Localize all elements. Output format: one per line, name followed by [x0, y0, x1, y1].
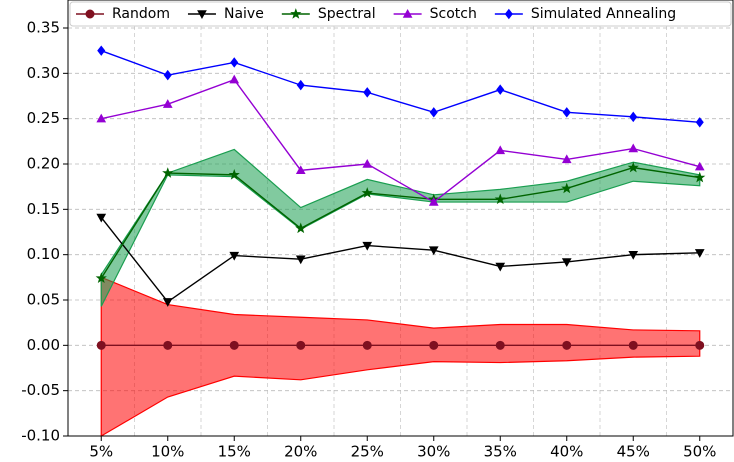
marker	[428, 246, 439, 256]
x-tick-label: 10%	[151, 443, 184, 461]
marker	[629, 111, 638, 123]
marker	[229, 74, 240, 84]
marker	[229, 251, 240, 261]
marker	[695, 340, 705, 350]
marker	[495, 262, 506, 272]
marker	[429, 340, 439, 350]
marker	[229, 340, 239, 350]
x-tick-label: 35%	[484, 443, 517, 461]
marker	[694, 171, 706, 183]
marker	[95, 272, 107, 283]
legend: Random Naive Spectral Scotch Simulated Annea…	[69, 1, 732, 27]
marker	[628, 143, 639, 153]
x-tick-label: 15%	[218, 443, 251, 461]
legend-label: Spectral	[318, 6, 376, 22]
legend-label: Simulated Annealing	[531, 6, 676, 22]
marker	[562, 340, 572, 350]
x-tick-label: 30%	[417, 443, 450, 461]
y-tick-label: 0.35	[27, 19, 60, 37]
y-tick-label: 0.25	[27, 109, 60, 127]
series-line	[100, 166, 700, 279]
x-tick-label: 40%	[550, 443, 583, 461]
marker	[429, 107, 438, 118]
marker	[627, 161, 639, 173]
marker	[361, 187, 373, 198]
marker	[96, 113, 107, 123]
marker	[561, 154, 572, 164]
x-tick-label: 25%	[351, 443, 384, 461]
marker	[230, 57, 239, 68]
marker	[694, 161, 705, 171]
marker	[228, 169, 240, 180]
legend-label: Scotch	[430, 6, 477, 22]
marker	[295, 165, 306, 175]
legend-label: Naive	[224, 6, 264, 22]
y-tick-label: -0.05	[21, 381, 60, 399]
marker	[162, 298, 173, 307]
series-line	[100, 217, 700, 303]
y-tick-label: 0.05	[27, 291, 60, 309]
marker	[504, 8, 513, 20]
marker	[162, 167, 174, 178]
marker	[628, 250, 639, 260]
x-tick-label: 50%	[683, 443, 716, 461]
marker	[96, 213, 107, 223]
marker	[197, 10, 207, 20]
marker	[362, 340, 372, 350]
legend-label: Random	[112, 6, 170, 22]
series-line	[101, 78, 700, 203]
marker	[295, 222, 307, 234]
marker	[296, 340, 306, 350]
marker	[162, 99, 173, 108]
plot-frame	[67, 0, 734, 437]
marker	[402, 8, 413, 18]
band	[100, 276, 701, 438]
marker	[561, 258, 572, 267]
marker	[295, 255, 306, 265]
y-tick-label: 0.10	[27, 245, 60, 263]
marker	[628, 340, 638, 350]
marker	[496, 84, 505, 95]
x-tick-label: 45%	[617, 443, 650, 461]
marker	[561, 182, 573, 194]
x-tick-label: 5%	[89, 443, 113, 461]
marker	[85, 9, 95, 19]
marker	[96, 340, 106, 350]
marker	[290, 8, 302, 19]
marker	[428, 197, 439, 206]
y-tick-label: 0.30	[27, 64, 60, 82]
y-tick-label: 0.20	[27, 155, 60, 173]
marker	[362, 158, 373, 168]
marker	[495, 145, 506, 155]
marker	[163, 340, 173, 350]
marker	[163, 69, 172, 81]
marker	[495, 340, 505, 350]
y-tick-label: 0.00	[27, 336, 60, 354]
y-tick-label: -0.10	[21, 427, 60, 445]
marker	[562, 107, 571, 118]
marker	[97, 45, 106, 56]
marker	[695, 117, 704, 128]
x-tick-label: 20%	[284, 443, 317, 461]
marker	[694, 249, 705, 258]
y-tick-label: 0.15	[27, 200, 60, 218]
marker	[362, 241, 373, 251]
series-line	[101, 50, 700, 123]
marker	[296, 79, 305, 91]
marker	[494, 193, 506, 205]
marker	[363, 87, 372, 98]
